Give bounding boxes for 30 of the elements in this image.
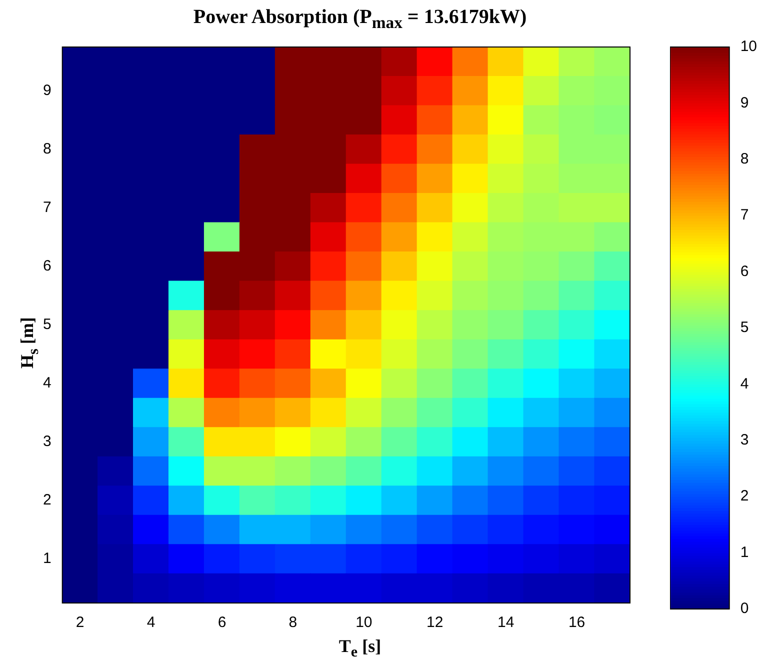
y-tick-label: 9 (43, 82, 52, 100)
color-bar-label: 8 (740, 150, 749, 168)
y-tick-label: 7 (43, 199, 52, 216)
x-tick-label: 8 (288, 614, 298, 632)
color-bar-label: 2 (740, 488, 749, 505)
y-tick-label: 8 (43, 140, 52, 158)
color-bar-label: 1 (740, 544, 749, 561)
x-tick-label: 12 (426, 614, 444, 632)
y-tick-label: 6 (43, 258, 52, 275)
y-tick-label: 1 (43, 550, 52, 568)
x-tick-label: 4 (146, 614, 156, 632)
x-tick-label: 2 (76, 614, 84, 632)
x-tick-label: 16 (568, 614, 586, 632)
x-tick-label: 10 (356, 614, 372, 632)
x-axis-title: T$_{e}$ [s] (338, 636, 382, 662)
color-bar-label: 0 (740, 600, 749, 618)
chart-title: Power Absorption (P$_{max}$ = 13.6179kW) (192, 6, 528, 33)
y-tick-label: 2 (43, 492, 52, 509)
color-bar-label: 3 (740, 432, 749, 449)
color-bar-label: 6 (740, 262, 749, 280)
color-bar-label: 10 (740, 38, 758, 56)
color-bar-label: 9 (740, 94, 749, 112)
color-bar-label: 5 (740, 319, 749, 336)
x-tick-label: 6 (218, 614, 226, 632)
y-tick-label: 5 (43, 316, 52, 334)
color-bar-label: 4 (740, 375, 749, 392)
x-tick-label: 14 (497, 614, 514, 632)
y-tick-label: 4 (43, 374, 52, 392)
y-tick-label: 3 (43, 433, 52, 450)
color-bar-label: 7 (740, 206, 749, 224)
